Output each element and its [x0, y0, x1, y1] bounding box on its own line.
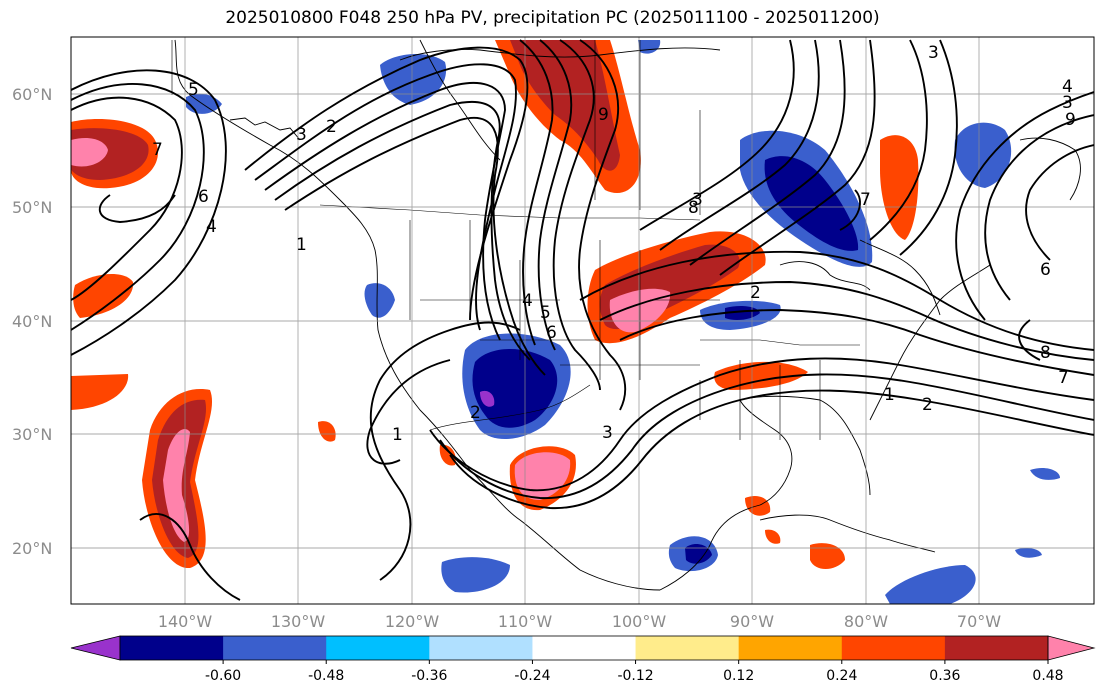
contour-label: 6 [1040, 260, 1051, 280]
contour-label: 5 [188, 80, 199, 100]
contour-label: 4 [206, 217, 217, 237]
contour-label: 8 [688, 198, 699, 218]
contour-label: 7 [860, 190, 871, 210]
contour-label: 3 [602, 423, 613, 443]
colorbar-segment [944, 636, 1049, 660]
contour-label: 4 [522, 291, 533, 311]
contour-label: 9 [598, 105, 609, 125]
lat-label: 20°N [12, 539, 52, 558]
contour-label: 2 [922, 395, 933, 415]
contour-label: 3 [928, 43, 939, 63]
precip-area-west [73, 274, 134, 318]
colorbar: -0.60 -0.48 -0.36 -0.24 -0.12 0.12 0.24 0.36 0.4… [70, 635, 1096, 684]
contour-label: 5 [540, 303, 551, 323]
lon-label: 130°W [271, 612, 326, 631]
colorbar-outline [119, 635, 1049, 661]
precip-area-canada-neg [380, 54, 447, 105]
colorbar-tick-label: 0.24 [826, 668, 857, 684]
contour-label: 2 [326, 117, 337, 137]
pv-contours [71, 39, 1094, 601]
colorbar-tick-label: 0.12 [723, 668, 754, 684]
precipitation-shading [71, 40, 1060, 604]
contour-labels: 5 7 6 4 3 2 1 2 3 4 5 6 8 9 1 2 3 6 7 8 … [152, 43, 1076, 445]
contour-label: 1 [884, 385, 895, 405]
colorbar-tick-label: -0.36 [411, 668, 447, 684]
lat-label: 60°N [12, 85, 52, 104]
map-title: 2025010800 F048 250 hPa PV, precipitatio… [225, 8, 880, 28]
lon-label: 100°W [612, 612, 667, 631]
colorbar-segment [635, 636, 740, 660]
colorbar-tick-label: -0.12 [617, 668, 653, 684]
colorbar-tick-label: -0.48 [308, 668, 344, 684]
map-frame [70, 36, 1095, 605]
contour-label: 1 [392, 425, 403, 445]
contour-label: 6 [198, 187, 209, 207]
colorbar-segment [738, 636, 843, 660]
contour-label: 4 [1062, 77, 1073, 97]
colorbar-tick-label: -0.60 [205, 668, 241, 684]
lon-label: 90°W [730, 612, 774, 631]
colorbar-segment [429, 636, 533, 660]
colorbar-tick-label: 0.36 [929, 668, 960, 684]
colorbar-extend-max [1047, 635, 1096, 661]
contour-label: 8 [1040, 343, 1051, 363]
contour-label: 1 [296, 235, 307, 255]
longitude-labels: 140°W 130°W 120°W 110°W 100°W 90°W 80°W … [158, 612, 1001, 631]
colorbar-tick-label: -0.24 [514, 668, 550, 684]
contour-label: 7 [1058, 368, 1069, 388]
lon-label: 120°W [385, 612, 440, 631]
graticule [71, 37, 1094, 604]
colorbar-segment [532, 636, 637, 660]
lat-label: 50°N [12, 198, 52, 217]
lon-label: 140°W [158, 612, 213, 631]
contour-label: 2 [470, 403, 481, 423]
contour-label: 3 [296, 125, 307, 145]
contour-label: 2 [750, 283, 761, 303]
latitude-labels: 60°N 50°N 40°N 30°N 20°N [12, 85, 52, 558]
colorbar-extend-min [70, 635, 121, 661]
contour-label: 3 [1062, 93, 1073, 113]
colorbar-segment [326, 636, 430, 660]
colorbar-segment [120, 636, 224, 660]
lat-label: 40°N [12, 312, 52, 331]
colorbar-segment [223, 636, 327, 660]
colorbar-tick-label: 0.48 [1032, 668, 1063, 684]
contour-label: 6 [546, 323, 557, 343]
lon-label: 70°W [957, 612, 1001, 631]
contour-label: 7 [152, 140, 163, 160]
lat-label: 30°N [12, 425, 52, 444]
colorbar-segment [841, 636, 946, 660]
lon-label: 110°W [498, 612, 553, 631]
contour-label: 3 [692, 190, 703, 210]
lon-label: 80°W [844, 612, 888, 631]
contour-label: 9 [1065, 110, 1076, 130]
